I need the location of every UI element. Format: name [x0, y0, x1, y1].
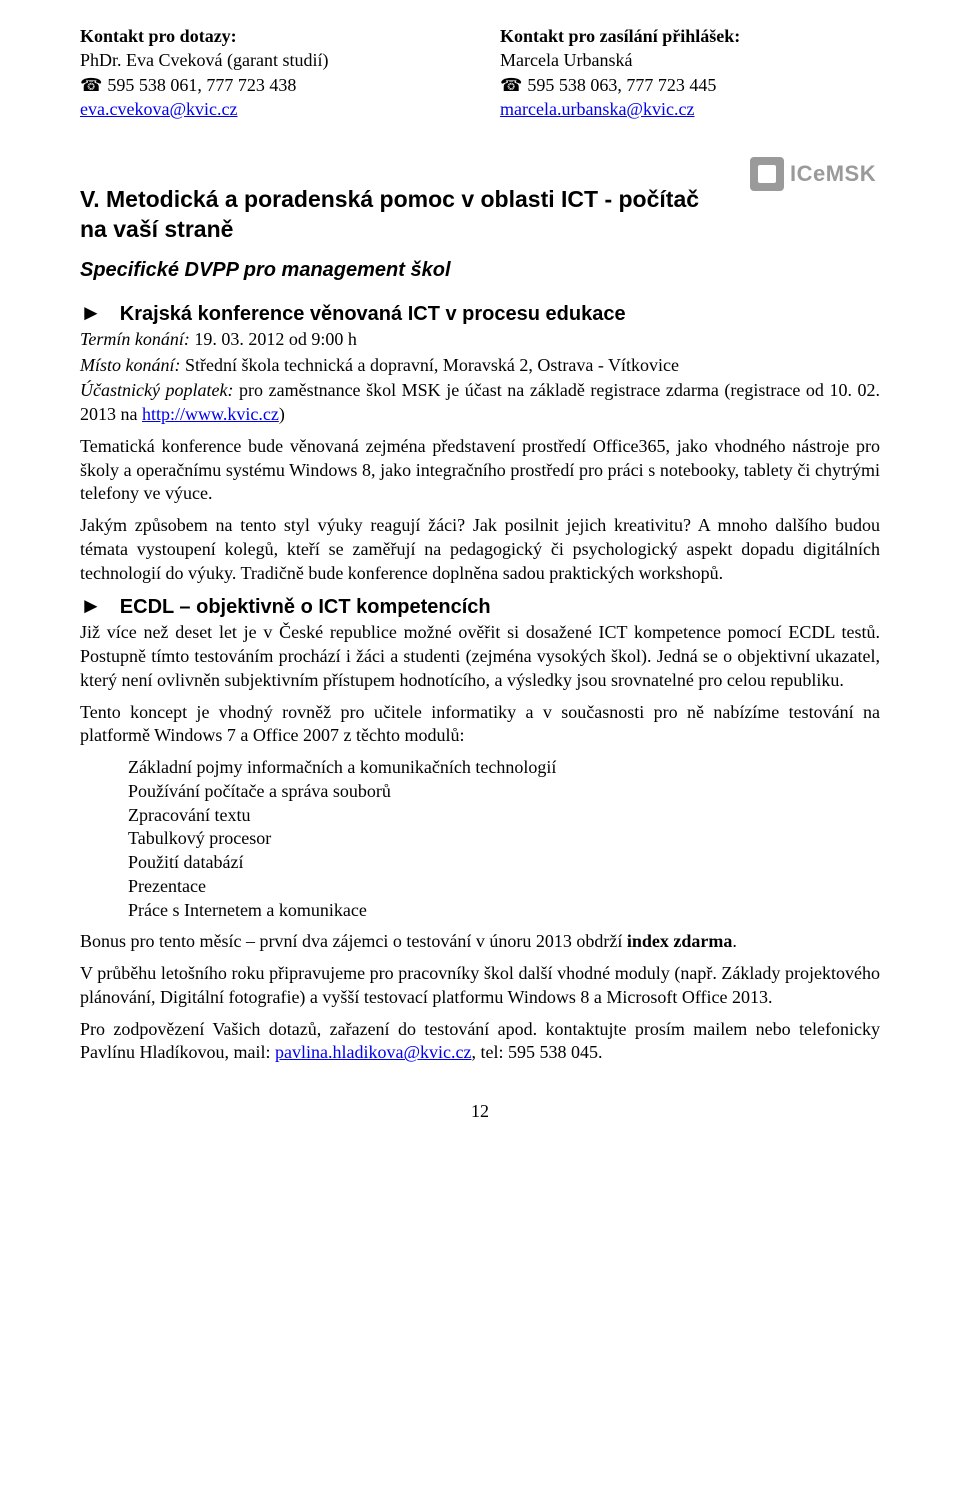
page: Kontakt pro dotazy: PhDr. Eva Cveková (g… — [0, 0, 960, 1162]
fee-post: ) — [279, 404, 285, 424]
ecdl-bonus: Bonus pro tento měsíc – první dva zájemc… — [80, 930, 880, 954]
ecdl-p4: V průběhu letošního roku připravujeme pr… — [80, 962, 880, 1010]
phone-icon: ☎ — [80, 75, 107, 95]
contact-right-name: Marcela Urbanská — [500, 48, 880, 72]
icemsk-logo: ICeMSK — [750, 149, 880, 199]
section-v-subtitle: Specifické DVPP pro management škol — [80, 259, 720, 282]
contact-left-heading: Kontakt pro dotazy: — [80, 24, 460, 48]
section-v-title-wrap: V. Metodická a poradenská pomoc v oblast… — [80, 149, 730, 292]
conference-entry: ► Krajská konference věnovaná ICT v proc… — [80, 302, 880, 326]
p5-email-link[interactable]: pavlina.hladikova@kvic.cz — [275, 1042, 472, 1062]
triangle-marker-icon: ► — [80, 595, 102, 617]
ecdl-title: ECDL – objektivně o ICT kompetencích — [120, 596, 491, 619]
list-item: Prezentace — [128, 875, 880, 899]
contact-right-phone: ☎ 595 538 063, 777 723 445 — [500, 73, 880, 97]
contact-right-email-line: marcela.urbanska@kvic.cz — [500, 97, 880, 121]
ecdl-modules-list: Základní pojmy informačních a komunikačn… — [128, 756, 880, 922]
fee-label: Účastnický poplatek: — [80, 380, 234, 400]
bonus-bold: index zdarma — [627, 931, 733, 951]
list-item: Základní pojmy informačních a komunikačn… — [128, 756, 880, 780]
ecdl-entry: ► ECDL – objektivně o ICT kompetencích — [80, 595, 880, 619]
phone-icon: ☎ — [500, 75, 527, 95]
list-item: Použití databází — [128, 851, 880, 875]
term-label: Termín konání: — [80, 329, 190, 349]
contact-left-email-line: eva.cvekova@kvic.cz — [80, 97, 460, 121]
contact-left-name: PhDr. Eva Cveková (garant studií) — [80, 48, 460, 72]
list-item: Zpracování textu — [128, 804, 880, 828]
list-item: Tabulkový procesor — [128, 827, 880, 851]
contact-left-phone-value: 595 538 061, 777 723 438 — [107, 75, 296, 95]
contact-left-phone: ☎ 595 538 061, 777 723 438 — [80, 73, 460, 97]
bonus-post: . — [732, 931, 737, 951]
contacts-row: Kontakt pro dotazy: PhDr. Eva Cveková (g… — [80, 24, 880, 121]
conference-term: Termín konání: 19. 03. 2012 od 9:00 h — [80, 328, 880, 352]
p5-post: , tel: 595 538 045. — [472, 1042, 603, 1062]
place-label: Místo konání: — [80, 355, 181, 375]
logo-square-icon — [750, 157, 784, 191]
term-value: 19. 03. 2012 od 9:00 h — [190, 329, 357, 349]
list-item: Práce s Internetem a komunikace — [128, 899, 880, 923]
page-number: 12 — [80, 1101, 880, 1122]
contact-left-email[interactable]: eva.cvekova@kvic.cz — [80, 99, 238, 119]
conference-fee: Účastnický poplatek: pro zaměstnance ško… — [80, 379, 880, 427]
conference-place: Místo konání: Střední škola technická a … — [80, 354, 880, 378]
logo-text: ICeMSK — [790, 161, 876, 187]
list-item: Používání počítače a správa souborů — [128, 780, 880, 804]
bonus-pre: Bonus pro tento měsíc – první dva zájemc… — [80, 931, 627, 951]
triangle-marker-icon: ► — [80, 302, 102, 324]
section-v-header: V. Metodická a poradenská pomoc v oblast… — [80, 149, 880, 292]
place-value: Střední škola technická a dopravní, Mora… — [181, 355, 680, 375]
contact-right-email[interactable]: marcela.urbanska@kvic.cz — [500, 99, 694, 119]
conference-p1: Tematická konference bude věnovaná zejmé… — [80, 435, 880, 506]
ecdl-p1: Již více než deset let je v České republ… — [80, 621, 880, 692]
ecdl-p2: Tento koncept je vhodný rovněž pro učite… — [80, 701, 880, 749]
section-v-title: V. Metodická a poradenská pomoc v oblast… — [80, 185, 730, 245]
conference-p2: Jakým způsobem na tento styl výuky reagu… — [80, 514, 880, 585]
ecdl-p5: Pro zodpovězení Vašich dotazů, zařazení … — [80, 1018, 880, 1066]
fee-link[interactable]: http://www.kvic.cz — [142, 404, 279, 424]
contact-right-phone-value: 595 538 063, 777 723 445 — [527, 75, 716, 95]
conference-title: Krajská konference věnovaná ICT v proces… — [120, 303, 626, 326]
contact-right-heading: Kontakt pro zasílání přihlášek: — [500, 24, 880, 48]
contact-right: Kontakt pro zasílání přihlášek: Marcela … — [500, 24, 880, 121]
contact-left: Kontakt pro dotazy: PhDr. Eva Cveková (g… — [80, 24, 460, 121]
